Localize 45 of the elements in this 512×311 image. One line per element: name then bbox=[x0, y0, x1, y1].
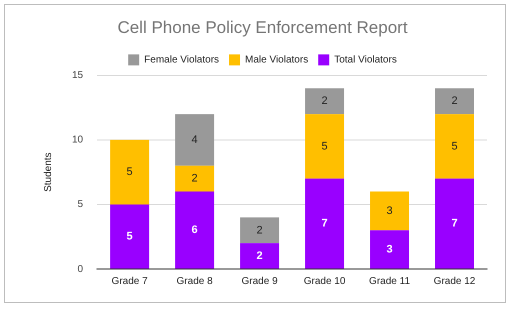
y-tick-label: 5 bbox=[78, 199, 84, 210]
bar bbox=[110, 204, 150, 268]
bar bbox=[435, 178, 474, 268]
y-tick-label: 15 bbox=[72, 70, 84, 82]
data-label: 5 bbox=[126, 166, 133, 178]
data-label: 7 bbox=[451, 218, 458, 230]
data-label: 2 bbox=[256, 224, 263, 236]
y-axis-title: Students bbox=[42, 152, 54, 192]
data-label: 7 bbox=[321, 218, 328, 230]
data-label: 2 bbox=[451, 95, 458, 108]
bar bbox=[370, 230, 410, 268]
data-label: 5 bbox=[126, 230, 133, 243]
data-label: 5 bbox=[451, 140, 458, 152]
data-label: 4 bbox=[192, 134, 198, 146]
data-label: 2 bbox=[192, 172, 198, 185]
bar bbox=[435, 88, 474, 114]
x-tick-label: Grade 9 bbox=[242, 276, 278, 287]
bar bbox=[240, 243, 280, 268]
legend-label: Total Violators bbox=[334, 54, 397, 66]
bar bbox=[305, 88, 344, 114]
data-label: 2 bbox=[256, 250, 263, 262]
bar bbox=[305, 114, 344, 179]
legend-label: Male Violators bbox=[245, 54, 308, 66]
data-label: 3 bbox=[386, 204, 393, 217]
x-tick-label: Grade 11 bbox=[369, 276, 410, 287]
x-tick-label: Grade 7 bbox=[112, 276, 148, 287]
legend-label: Female Violators bbox=[144, 54, 220, 66]
x-tick-label: Grade 12 bbox=[434, 276, 476, 287]
bar bbox=[175, 114, 214, 166]
x-tick-label: Grade 10 bbox=[304, 276, 346, 287]
data-label: 3 bbox=[386, 243, 393, 256]
bar bbox=[370, 192, 410, 230]
bar bbox=[435, 114, 474, 179]
bar bbox=[175, 192, 214, 268]
data-label: 2 bbox=[321, 95, 328, 108]
bar bbox=[110, 140, 150, 204]
bar bbox=[175, 166, 214, 192]
bar bbox=[240, 217, 280, 244]
x-tick-label: Grade 8 bbox=[176, 276, 214, 287]
data-label: 6 bbox=[192, 224, 198, 236]
bar bbox=[305, 178, 344, 268]
data-label: 5 bbox=[321, 140, 328, 152]
chart-title: Cell Phone Policy Enforcement Report bbox=[117, 18, 408, 37]
y-tick-label: 10 bbox=[72, 134, 84, 146]
y-tick-label: 0 bbox=[78, 264, 84, 275]
